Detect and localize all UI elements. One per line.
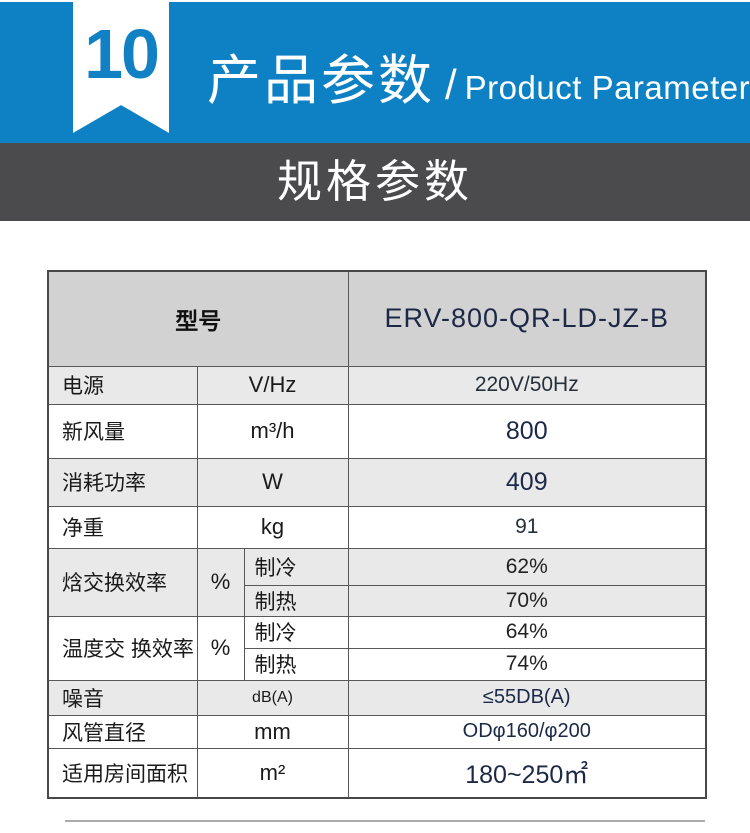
table-row-duct: 风管直径 mm ODφ160/φ200 — [47, 714, 707, 749]
table-row-enthalpy-heating: 制热 70% — [48, 584, 707, 617]
table-row-airflow: 新风量 m³/h 800 — [47, 403, 707, 459]
enthalpy-heating-mode-cell: 制热 — [243, 584, 349, 617]
spec-table: 型号 ERV-800-QR-LD-JZ-B 电源 V/Hz 220V/50Hz … — [47, 270, 708, 799]
temperature-cooling-mode-cell: 制冷 — [243, 615, 349, 649]
airflow-value-cell: 800 — [347, 403, 707, 459]
noise-label-cell: 噪音 — [47, 679, 198, 716]
page-title-zh: 产品参数 — [207, 51, 435, 111]
title-separator: / — [445, 61, 457, 108]
table-row-enthalpy-cooling: 焓交换效率 % 制冷 62% — [47, 547, 707, 617]
enthalpy-label-cell: 焓交换效率 — [47, 547, 198, 617]
temperature-heating-value-cell: 74% — [347, 647, 707, 681]
power-label-cell: 电源 — [47, 365, 198, 405]
enthalpy-unit-cell: % — [196, 547, 245, 617]
duct-unit-cell: mm — [196, 714, 349, 749]
model-value-cell: ERV-800-QR-LD-JZ-B — [347, 270, 707, 367]
area-unit-cell: m² — [196, 747, 349, 799]
weight-unit-cell: kg — [196, 505, 349, 549]
consumption-unit-cell: W — [196, 457, 349, 507]
table-row-consumption: 消耗功率 W 409 — [47, 457, 707, 507]
enthalpy-cooling-value-cell: 62% — [347, 547, 707, 586]
noise-unit-cell: dB(A) — [196, 679, 349, 716]
bottom-divider — [65, 820, 705, 822]
table-row-temperature-heating: 制热 74% — [48, 647, 707, 681]
table-row-noise: 噪音 dB(A) ≤55DB(A) — [47, 679, 707, 716]
area-value-cell: 180~250㎡ — [347, 747, 707, 799]
table-row-power: 电源 V/Hz 220V/50Hz — [47, 365, 707, 405]
table-row-model: 型号 ERV-800-QR-LD-JZ-B — [47, 270, 707, 367]
duct-value-cell: ODφ160/φ200 — [347, 714, 707, 749]
duct-label-cell: 风管直径 — [47, 714, 198, 749]
temperature-label-cell: 温度交 换效率 — [47, 615, 198, 681]
page-title-en: Product Parameters — [464, 69, 750, 106]
table-row-area: 适用房间面积 m² 180~250㎡ — [47, 747, 707, 799]
area-label-cell: 适用房间面积 — [47, 747, 198, 799]
temperature-cooling-value-cell: 64% — [347, 615, 707, 649]
consumption-value-cell: 409 — [347, 457, 707, 507]
spec-banner: 规格参数 — [0, 143, 750, 221]
table-row-weight: 净重 kg 91 — [47, 505, 707, 549]
weight-label-cell: 净重 — [47, 505, 198, 549]
page-title: 产品参数 / Product Parameters — [207, 36, 750, 115]
section-number-ribbon: 10 — [73, 0, 169, 133]
section-number: 10 — [84, 15, 160, 93]
airflow-label-cell: 新风量 — [47, 403, 198, 459]
power-value-cell: 220V/50Hz — [347, 365, 707, 405]
power-unit-cell: V/Hz — [196, 365, 349, 405]
temperature-heating-mode-cell: 制热 — [243, 647, 349, 681]
consumption-label-cell: 消耗功率 — [47, 457, 198, 507]
spec-banner-title: 规格参数 — [276, 156, 473, 207]
enthalpy-heating-value-cell: 70% — [347, 584, 707, 617]
airflow-unit-cell: m³/h — [196, 403, 349, 459]
model-label-cell: 型号 — [47, 270, 349, 367]
temperature-unit-cell: % — [196, 615, 245, 681]
noise-value-cell: ≤55DB(A) — [347, 679, 707, 716]
weight-value-cell: 91 — [347, 505, 707, 549]
enthalpy-cooling-mode-cell: 制冷 — [243, 547, 349, 586]
table-row-temperature-cooling: 温度交 换效率 % 制冷 64% — [47, 615, 707, 681]
